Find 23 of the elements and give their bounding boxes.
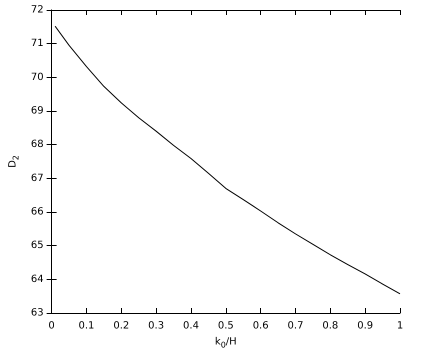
x-tick-label: 0.6 [252,320,269,332]
y-tick-label: 66 [30,206,44,218]
x-tick-label: 1 [396,320,404,332]
x-tick-label: 0.1 [78,320,94,332]
y-tick-label: 68 [30,139,44,150]
x-tick-label: 0.2 [113,320,130,332]
y-axis-title: D2 [8,155,20,168]
line-series [54,26,400,294]
y-tick-label: 64 [30,274,44,285]
y-tick-label: 72 [30,4,44,16]
x-tick-label: 0.3 [148,320,164,332]
x-tick-label: 0.5 [218,320,234,332]
x-tick-label: 0.8 [322,320,338,332]
y-tick-label: 65 [30,240,44,252]
y-tick-label: 70 [30,72,44,83]
x-tick-label: 0.4 [183,320,199,332]
x-tick-label: 0 [48,320,55,332]
y-tick-label: 67 [30,172,44,184]
y-tick-label: 69 [30,106,44,116]
x-tick-label: 0.9 [357,320,374,332]
y-tick-label: 63 [30,308,44,318]
x-tick-label: 0.7 [288,320,304,332]
y-tick-label: 71 [30,38,44,50]
